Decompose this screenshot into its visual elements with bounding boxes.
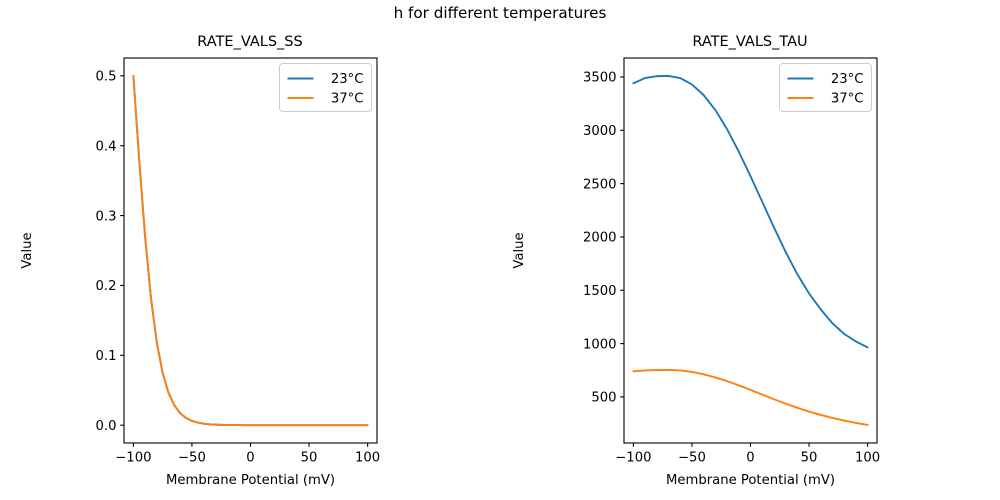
- x-tick-label: −100: [115, 451, 151, 466]
- x-tick-label: 0: [246, 451, 254, 466]
- x-tick-label: 50: [801, 451, 818, 466]
- y-tick-label: 3000: [583, 124, 617, 139]
- y-tick-label: 1500: [583, 284, 617, 299]
- y-tick-label: 500: [591, 391, 616, 406]
- legend-label-37C: 37°C: [831, 92, 864, 107]
- y-tick-label: 0.1: [96, 349, 117, 364]
- axes-title-tau: RATE_VALS_TAU: [692, 34, 808, 50]
- data-line-23C: [132, 74, 369, 427]
- y-tick-label: 0.3: [96, 209, 117, 224]
- subplot-rate-vals-ss: RATE_VALS_SS −100 −50 0 50 100 0.0 0.1 0.2 0.3 0.…: [20, 34, 380, 488]
- legend-label-23C: 23°C: [831, 72, 864, 87]
- x-tick-label: 0: [746, 451, 754, 466]
- legend-box: [279, 63, 372, 112]
- axes-spines: [623, 57, 878, 444]
- x-axis-label: Membrane Potential (mV): [166, 473, 335, 488]
- data-line-23C: [632, 74, 869, 349]
- plot-canvas-ss: −100 −50 0 50 100 0.0 0.1 0.2 0.3 0.4 0.5 Membrane …: [20, 57, 380, 488]
- x-tick-label: −100: [615, 451, 651, 466]
- figure-suptitle: h for different temperatures: [393, 4, 607, 22]
- legend-label-23C: 23°C: [331, 72, 364, 87]
- y-axis-label: Value: [20, 232, 35, 268]
- y-tick-label: 2500: [583, 177, 617, 192]
- plot-canvas-tau: −100 −50 0 50 100 500 1000 1500 2000 2500 3000 3500…: [512, 57, 880, 488]
- x-tick-label: 100: [355, 451, 380, 466]
- y-tick-label: 3500: [583, 71, 617, 86]
- axes-title-ss: RATE_VALS_SS: [197, 34, 303, 50]
- x-tick-label: −50: [678, 451, 706, 466]
- y-tick-label: 1000: [583, 337, 617, 352]
- y-tick-label: 2000: [583, 231, 617, 246]
- y-tick-label: 0.5: [96, 70, 117, 85]
- subplot-rate-vals-tau: RATE_VALS_TAU −100 −50 0 50 100 500 1000 1500 20…: [500, 0, 1000, 500]
- x-tick-label: 100: [855, 451, 880, 466]
- y-tick-label: 0.4: [96, 139, 117, 154]
- x-tick-label: 50: [301, 451, 318, 466]
- y-tick-label: 0.2: [96, 279, 117, 294]
- y-axis-label: Value: [512, 232, 527, 268]
- legend-label-37C: 37°C: [331, 92, 364, 107]
- axes-spines: [123, 57, 378, 444]
- x-tick-label: −50: [178, 451, 206, 466]
- data-line-37C: [632, 369, 869, 426]
- data-line-37C: [132, 74, 369, 427]
- x-axis-label: Membrane Potential (mV): [666, 473, 835, 488]
- y-tick-label: 0.0: [96, 419, 117, 434]
- legend-box: [779, 63, 872, 112]
